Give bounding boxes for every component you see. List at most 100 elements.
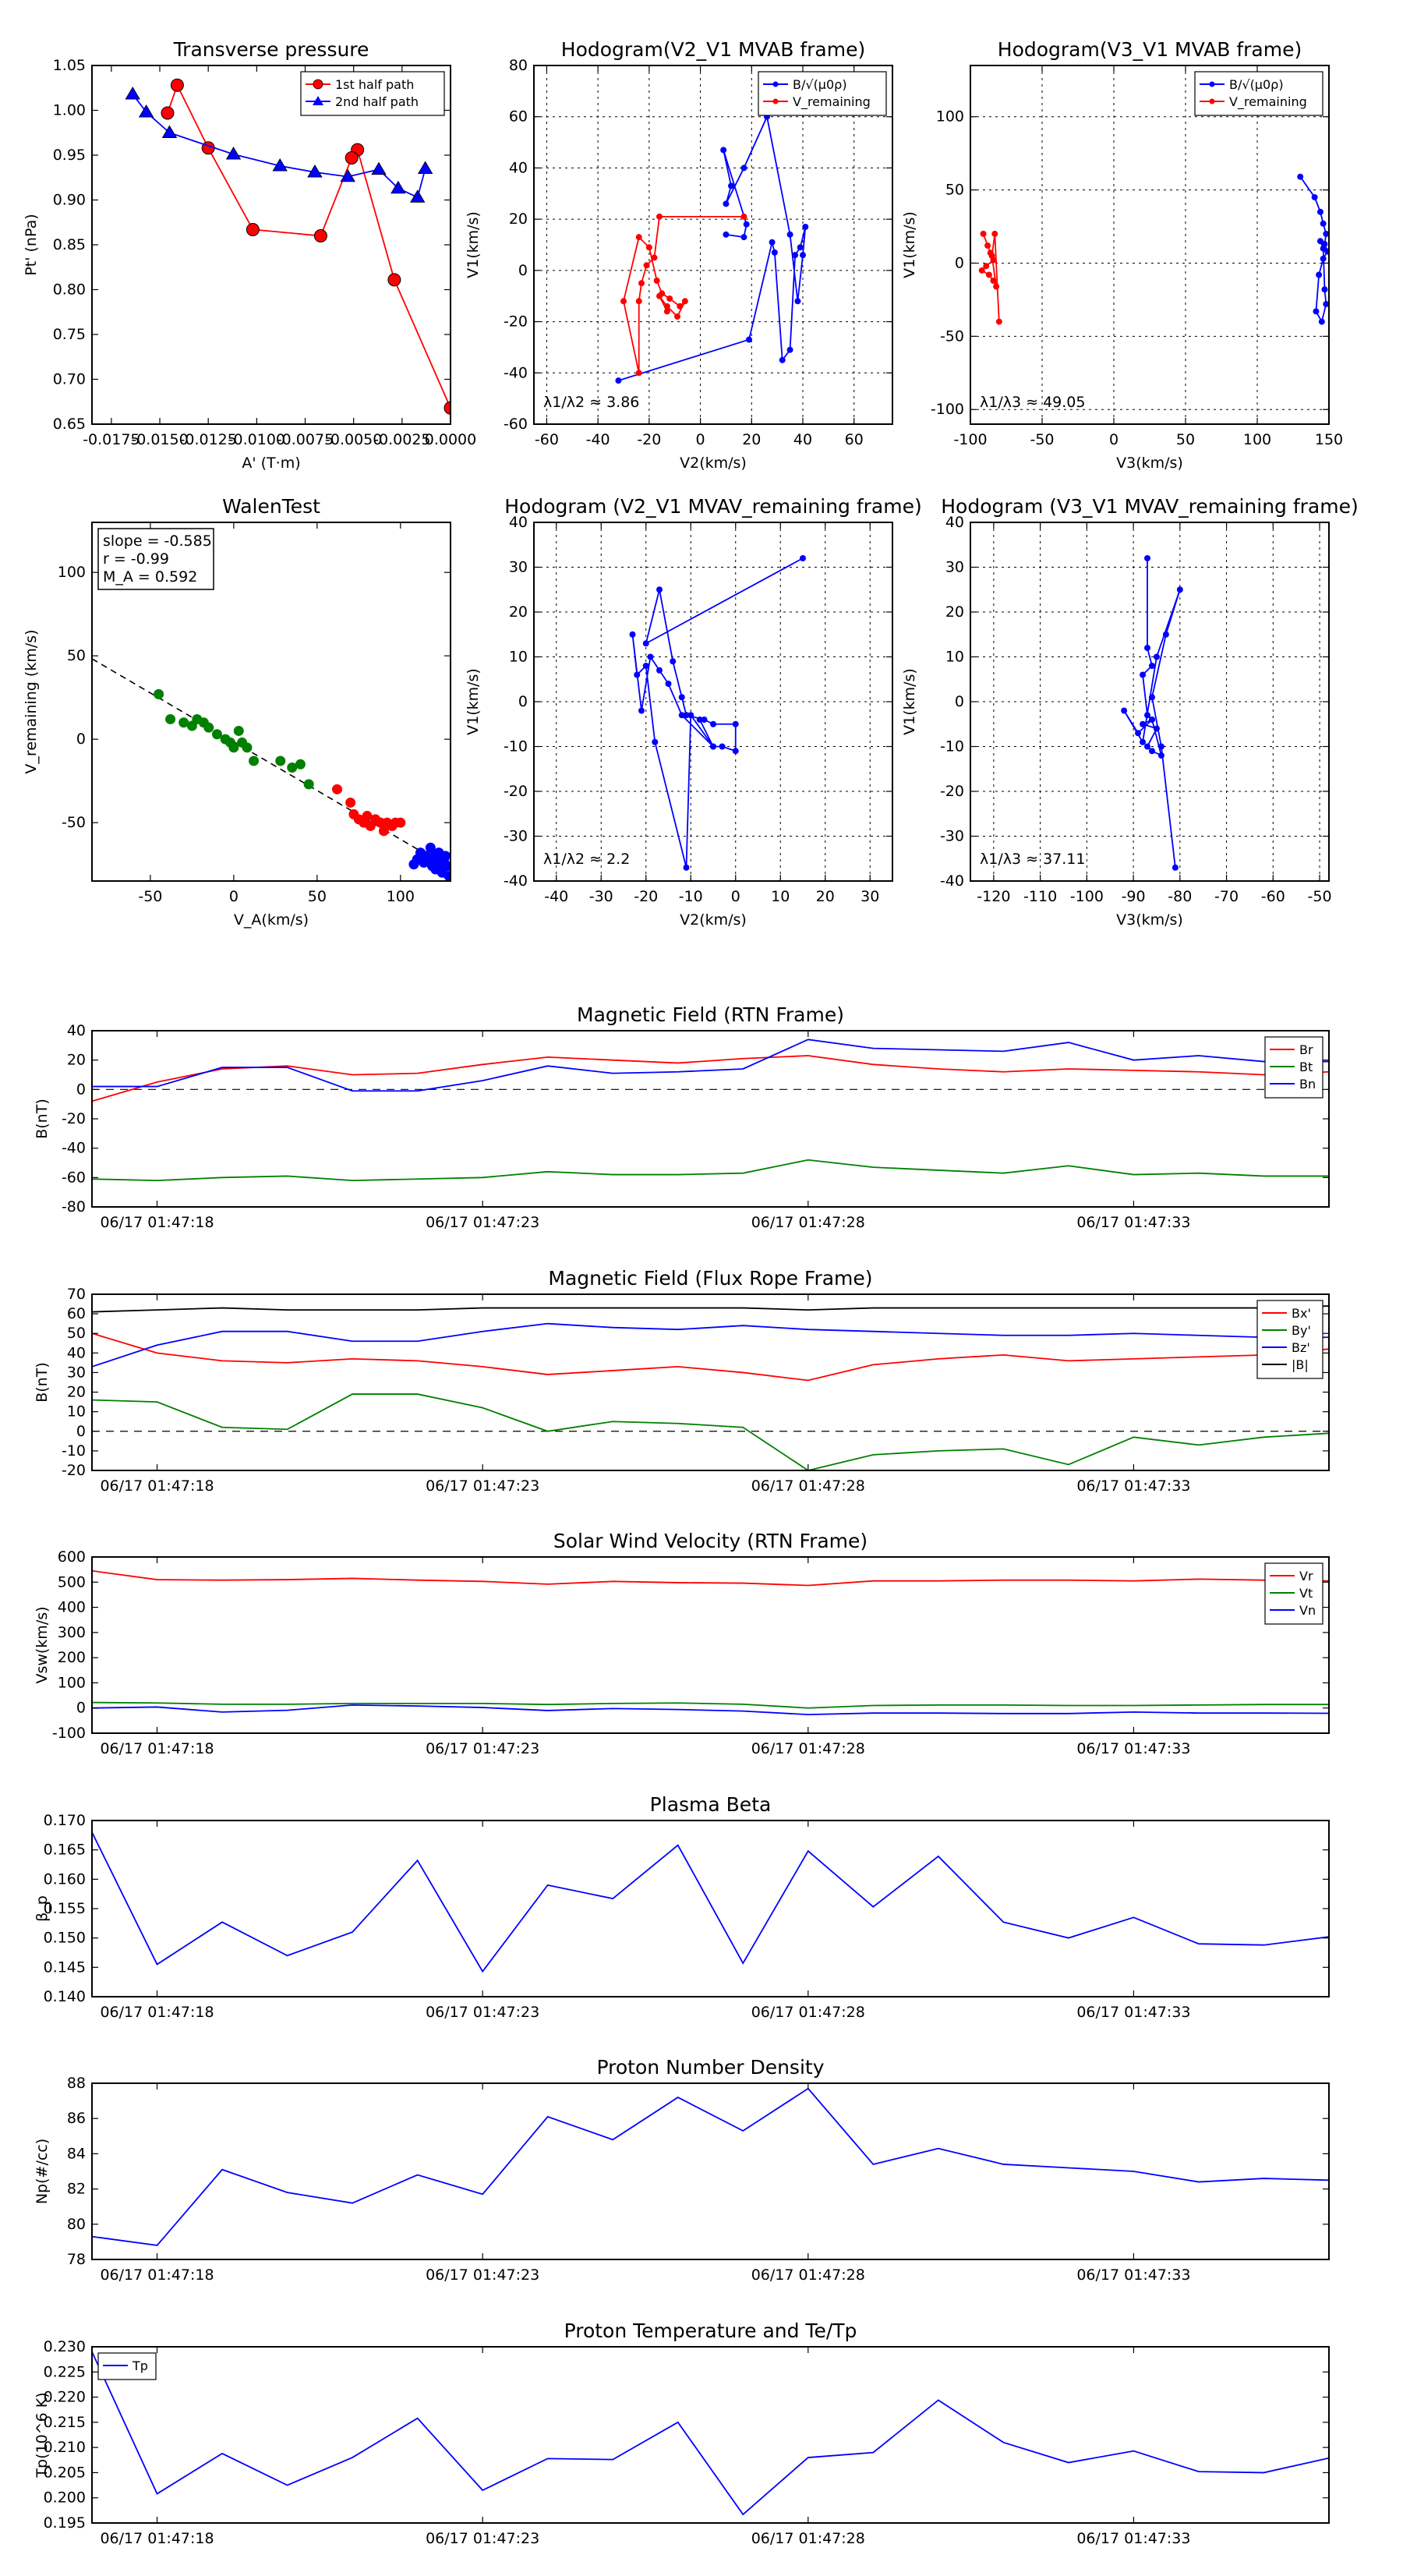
tick-label-y: -60 bbox=[504, 416, 528, 433]
tick-label-x: -20 bbox=[634, 888, 658, 905]
data-point bbox=[165, 713, 176, 724]
data-point bbox=[307, 165, 323, 178]
series-line bbox=[92, 1039, 1329, 1092]
data-point bbox=[629, 631, 636, 638]
tick-label-y: 88 bbox=[67, 2075, 86, 2092]
tick-label-y: 0 bbox=[955, 254, 964, 271]
axis-label-x: V3(km/s) bbox=[1116, 911, 1183, 929]
stats-box bbox=[97, 528, 214, 590]
tick-label-y: 0.160 bbox=[44, 1870, 86, 1888]
data-point bbox=[984, 242, 991, 249]
tick-label-y: 0 bbox=[518, 693, 528, 710]
tick-label-x: 50 bbox=[308, 888, 327, 905]
data-point bbox=[723, 200, 730, 207]
data-point bbox=[1140, 738, 1147, 745]
tick-label-y: -40 bbox=[504, 364, 528, 381]
annotation: λ1/λ2 ≈ 3.86 bbox=[543, 394, 639, 411]
tick-label-x: -100 bbox=[1070, 888, 1104, 905]
tick-label-y: -40 bbox=[504, 872, 528, 890]
series-line bbox=[92, 1393, 1329, 1470]
tick-label-y: 60 bbox=[67, 1305, 86, 1322]
series-2nd half path bbox=[125, 87, 433, 203]
data-point bbox=[978, 267, 985, 274]
tick-label-x: 40 bbox=[793, 431, 812, 448]
chart-title: WalenTest bbox=[222, 495, 320, 518]
legend-box bbox=[1194, 71, 1323, 116]
tick-label-x: -110 bbox=[1023, 888, 1057, 905]
data-point bbox=[295, 759, 306, 770]
axis-label-y: B(nT) bbox=[34, 1362, 51, 1403]
series-V bbox=[1121, 555, 1183, 871]
data-point bbox=[615, 377, 622, 384]
data-point bbox=[687, 712, 694, 719]
tick-label-x: 10 bbox=[771, 888, 790, 905]
tick-label-y: 0.230 bbox=[44, 2338, 86, 2355]
data-point bbox=[387, 273, 401, 287]
data-point bbox=[732, 748, 739, 755]
data-point bbox=[303, 779, 314, 790]
tick-label-y: 0 bbox=[518, 262, 528, 279]
series-Bt bbox=[92, 1159, 1329, 1182]
tick-label-y: 84 bbox=[67, 2145, 86, 2162]
tick-label-y: 0.195 bbox=[44, 2514, 86, 2532]
data-point bbox=[985, 271, 992, 278]
data-point bbox=[620, 298, 627, 305]
data-point bbox=[983, 263, 990, 270]
chart-tp: 0.195 0.200 0.205 0.210 0.215 0.220 0.225 0.230… bbox=[34, 2319, 1330, 2547]
axis-label-x: V2(km/s) bbox=[680, 911, 747, 929]
data-point bbox=[371, 161, 387, 175]
tick-label-x: 06/17 01:47:18 bbox=[100, 2004, 214, 2021]
tick-label-y: 80 bbox=[509, 57, 528, 74]
tick-label-y: 0.155 bbox=[44, 1900, 86, 1917]
tick-label-x: 06/17 01:47:33 bbox=[1076, 1477, 1190, 1495]
tick-label-y: -20 bbox=[940, 783, 964, 800]
data-point bbox=[670, 658, 677, 665]
data-point bbox=[1140, 671, 1147, 678]
tick-label-x: 06/17 01:47:23 bbox=[426, 1214, 539, 1231]
tick-label-y: 0.70 bbox=[53, 371, 86, 388]
data-point bbox=[1320, 255, 1327, 262]
data-point bbox=[170, 78, 184, 92]
data-point bbox=[1320, 220, 1327, 227]
tick-label-y: 0.80 bbox=[53, 281, 86, 299]
series-blue bbox=[408, 842, 451, 881]
series-line bbox=[92, 1159, 1329, 1182]
tick-label-y: -30 bbox=[940, 828, 964, 845]
data-point bbox=[1153, 653, 1160, 660]
legend-label: B/√(μ0ρ) bbox=[793, 77, 847, 92]
tick-label-x: -50 bbox=[1308, 888, 1332, 905]
tick-label-y: 60 bbox=[509, 108, 528, 126]
data-point bbox=[656, 292, 663, 299]
data-point bbox=[1157, 743, 1164, 750]
tick-label-x: -0.0075 bbox=[277, 431, 334, 448]
tick-label-y: -10 bbox=[504, 738, 528, 755]
chart-hodo1: -60 -40 -20 0 20 40 60 80 -60 -40 -20 0 20 40 60 Hodogr… bbox=[465, 38, 893, 472]
legend-marker bbox=[1209, 98, 1215, 104]
tick-label-y: 30 bbox=[67, 1364, 86, 1381]
tick-label-y: 1.05 bbox=[53, 57, 86, 74]
data-point bbox=[635, 298, 642, 305]
plot-frame bbox=[91, 2346, 1330, 2524]
tick-label-y: 10 bbox=[945, 649, 964, 666]
tick-label-x: -0.0125 bbox=[180, 431, 237, 448]
data-point bbox=[1121, 707, 1128, 714]
series-line bbox=[167, 83, 451, 409]
plot-frame bbox=[91, 65, 451, 425]
data-point bbox=[779, 356, 786, 363]
tick-label-y: 50 bbox=[945, 182, 964, 199]
tick-label-y: -20 bbox=[504, 783, 528, 800]
tick-label-x: 06/17 01:47:23 bbox=[426, 1740, 539, 1757]
tick-label-x: -40 bbox=[544, 888, 568, 905]
data-point bbox=[635, 234, 642, 241]
data-point bbox=[249, 755, 260, 766]
data-point bbox=[417, 161, 433, 174]
series-V bbox=[629, 555, 806, 871]
data-point bbox=[1144, 645, 1151, 651]
tick-label-y: 10 bbox=[509, 649, 528, 666]
series-line bbox=[92, 1569, 1329, 1587]
legend-box bbox=[758, 71, 887, 116]
tick-label-y: -20 bbox=[62, 1462, 86, 1479]
chart-title: Transverse pressure bbox=[173, 38, 369, 61]
tick-label-y: 80 bbox=[67, 2216, 86, 2233]
